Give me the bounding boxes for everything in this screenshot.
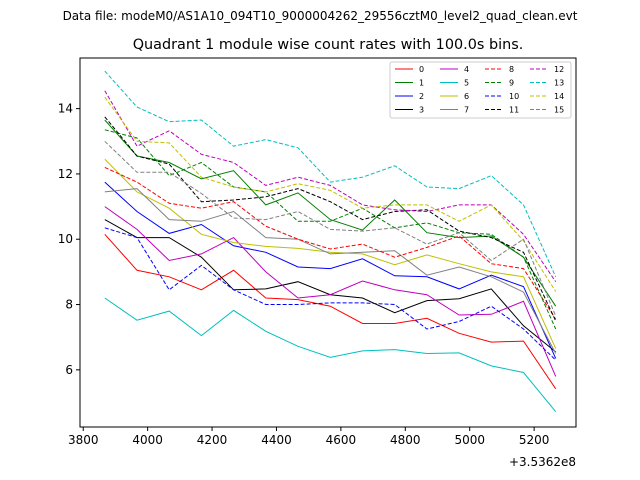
legend-label-14: 14 <box>554 92 564 101</box>
series-line-6 <box>104 158 557 349</box>
series-line-10 <box>104 227 557 361</box>
series-layer <box>104 70 557 413</box>
series-line-9 <box>104 129 557 330</box>
legend-label-0: 0 <box>419 65 424 74</box>
legend-label-5: 5 <box>464 79 469 88</box>
legend-box <box>389 61 572 119</box>
y-tick-label: 14 <box>58 102 73 116</box>
y-tick-label: 8 <box>65 298 73 312</box>
series-line-4 <box>104 206 557 377</box>
legend-label-3: 3 <box>419 106 424 115</box>
y-tick-label: 6 <box>65 363 73 377</box>
series-line-15 <box>104 140 557 317</box>
axes-frame <box>79 57 577 428</box>
x-tick-label: 4200 <box>197 433 228 447</box>
series-line-14 <box>104 96 557 292</box>
y-tick-label: 12 <box>58 167 73 181</box>
series-line-12 <box>104 90 557 282</box>
legend-label-7: 7 <box>464 106 469 115</box>
legend-label-11: 11 <box>509 106 519 115</box>
legend-label-10: 10 <box>509 92 519 101</box>
x-tick-label: 4000 <box>132 433 163 447</box>
x-tick-label: 3800 <box>68 433 99 447</box>
series-line-11 <box>104 116 557 322</box>
series-line-5 <box>104 297 557 413</box>
legend-label-2: 2 <box>419 92 424 101</box>
legend-label-15: 15 <box>554 106 564 115</box>
y-tick-label: 10 <box>58 232 73 246</box>
x-tick-label: 4400 <box>261 433 292 447</box>
series-line-13 <box>104 70 557 278</box>
legend-label-12: 12 <box>554 65 564 74</box>
legend-label-1: 1 <box>419 79 424 88</box>
x-tick-label: 5200 <box>519 433 550 447</box>
series-line-1 <box>104 119 557 307</box>
series-line-3 <box>104 219 557 353</box>
x-tick-label: 5000 <box>454 433 485 447</box>
x-tick-label: 4600 <box>326 433 357 447</box>
legend-label-6: 6 <box>464 92 469 101</box>
legend-label-13: 13 <box>554 79 564 88</box>
legend-label-4: 4 <box>464 65 469 74</box>
x-ticks: 3800 4000 4200 4400 4600 4800 5000 5200 <box>68 427 549 447</box>
legend-label-9: 9 <box>509 79 514 88</box>
series-line-8 <box>104 166 557 320</box>
figure-suptitle: Data file: modeM0/AS1A10_094T10_90000042… <box>63 9 578 23</box>
x-offset-label: +3.5362e8 <box>509 455 576 469</box>
series-line-0 <box>104 233 557 390</box>
y-ticks: 6 8 10 12 14 <box>58 102 80 377</box>
series-line-7 <box>104 188 557 354</box>
legend-label-8: 8 <box>509 65 514 74</box>
series-line-2 <box>104 181 557 359</box>
chart-title: Quadrant 1 module wise count rates with … <box>133 37 524 53</box>
x-tick-label: 4800 <box>390 433 421 447</box>
